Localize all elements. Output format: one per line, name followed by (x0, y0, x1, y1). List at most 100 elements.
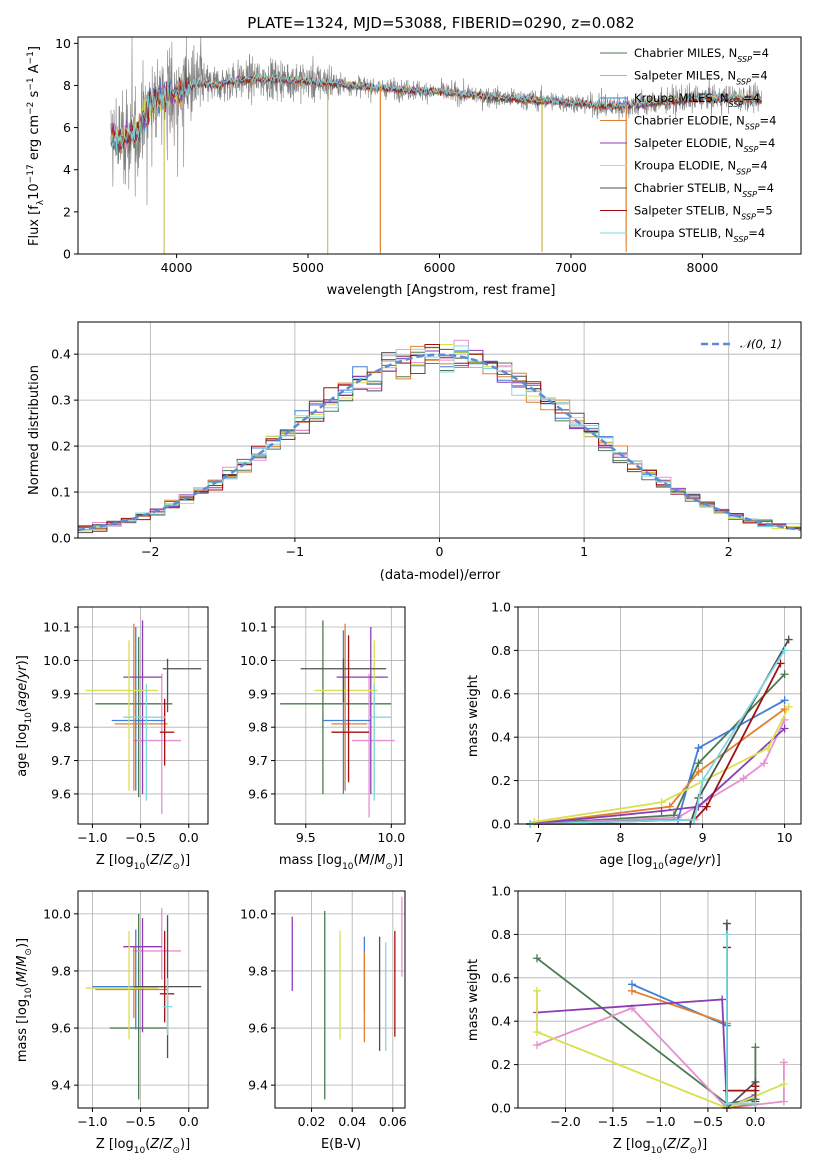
errorbar-point (85, 640, 158, 791)
x-tick-label: −2 (141, 544, 159, 559)
mass-vs-metallicity-axes-frame (77, 890, 209, 1109)
legend-label: Kroupa ELODIE, NSSP=4 (634, 159, 768, 177)
y-tick-label: 1.0 (491, 600, 511, 615)
x-tick-label: −1.0 (77, 830, 107, 845)
x-tick-label: 5000 (292, 260, 324, 275)
x-tick-label: 4000 (161, 260, 193, 275)
errorbar-point (351, 673, 395, 818)
x-tick-label: −2.0 (550, 1114, 580, 1129)
errorbar-point (331, 623, 368, 791)
y-tick-label: 0.0 (491, 817, 511, 832)
y-tick-label: 0.0 (51, 531, 71, 546)
y-tick-label: 2 (63, 204, 71, 219)
x-tick-label: 0.0 (179, 1114, 199, 1129)
errorbar-point (114, 623, 168, 791)
mass-weight-marker (779, 1097, 788, 1106)
mass-weight-vs-metallicity-x-label: Z [log10(Z/Z⊙)] (613, 1137, 707, 1156)
y-tick-label: 10.1 (240, 620, 268, 635)
legend-label: Kroupa MILES, NSSP=4 (634, 91, 760, 109)
y-tick-label: 9.8 (51, 720, 71, 735)
spectrum-title: PLATE=1324, MJD=53088, FIBERID=0290, z=0… (247, 14, 634, 32)
y-tick-label: 10.1 (43, 620, 71, 635)
observed-spectrum-line (110, 36, 762, 206)
y-tick-label: 10.0 (43, 906, 71, 921)
age-vs-metallicity-y-label: age [log10(age/yr)] (15, 655, 34, 777)
mass-weight-vs-age-y-label: mass weight (466, 675, 481, 757)
mass-weight-line (530, 727, 786, 825)
mass-vs-ebv-axes-frame (274, 890, 406, 1109)
y-tick-label: 9.6 (248, 1021, 268, 1036)
errorbar-point (370, 683, 392, 801)
errorbar-point (111, 627, 165, 791)
x-tick-label: 0.02 (298, 1114, 326, 1129)
mass-weight-line (530, 639, 790, 825)
x-tick-label: 0.0 (745, 1114, 765, 1129)
x-tick-label: 8 (617, 830, 625, 845)
mass-weight-marker (751, 1043, 760, 1052)
y-tick-label: 9.6 (51, 1021, 71, 1036)
legend-label: Kroupa STELIB, NSSP=4 (634, 226, 765, 244)
errorbar-point (109, 913, 168, 1100)
mass-weight-line (530, 662, 782, 825)
mass-weight-marker (764, 744, 773, 753)
legend-label: Salpeter MILES, NSSP=4 (634, 69, 768, 87)
mass-weight-marker (776, 659, 785, 668)
mass-weight-marker (751, 1082, 760, 1091)
errorbar-point (95, 946, 168, 1019)
x-tick-label: 0.06 (379, 1114, 407, 1129)
x-tick-label: 7000 (555, 260, 587, 275)
residuals-panel: −2 −1 0 1 2 0.0 0.1 0.2 0.3 0.4 (data-model)/erro… (27, 321, 802, 583)
y-tick-label: 10.0 (43, 653, 71, 668)
gaussian-curve (77, 353, 802, 532)
y-tick-label: 9.7 (248, 753, 268, 768)
mass-weight-marker (698, 776, 707, 785)
x-tick-label: 2 (725, 544, 733, 559)
y-tick-label: 0.8 (491, 643, 511, 658)
y-tick-label: 10 (55, 36, 71, 51)
residuals-legend: 𝒩(0, 1) (701, 337, 782, 351)
mass-weight-marker (532, 1041, 541, 1050)
legend-label: Chabrier STELIB, NSSP=4 (634, 181, 774, 199)
mass-weight-marker (690, 815, 699, 824)
mass-weight-marker (780, 724, 789, 733)
x-tick-label: −1.0 (645, 1114, 675, 1129)
errorbar-point (322, 630, 371, 794)
gaussian-legend-label: 𝒩(0, 1) (740, 337, 782, 351)
mass-weight-marker (784, 702, 793, 711)
x-tick-label: 9.5 (296, 830, 316, 845)
errorbar-point (162, 978, 173, 1036)
y-tick-label: 4 (63, 162, 71, 177)
mass-weight-line (530, 673, 786, 825)
age-vs-mass-axes-frame (274, 606, 406, 825)
mass-weight-line (536, 957, 757, 1105)
mass-weight-marker (694, 759, 703, 768)
mass-weight-marker (694, 767, 703, 776)
legend-label: Chabrier ELODIE, NSSP=4 (634, 114, 776, 132)
mass-vs-metallicity-panel: −1.0 −0.5 0.0 9.4 9.6 9.8 10.0 Z [log10(Z/Z⊙)]… (15, 890, 209, 1156)
mass-weight-vs-metallicity-panel: −2.0 −1.5 −1.0 −0.5 0.0 0.0 0.2 0.4 0.6 0.8 1.0 Z … (466, 884, 802, 1156)
mass-weight-marker (722, 1099, 731, 1108)
age-vs-metallicity-axes-frame (77, 606, 209, 825)
y-tick-label: 9.8 (248, 963, 268, 978)
x-tick-label: 10.0 (377, 830, 405, 845)
errorbar-point (300, 658, 387, 703)
errorbar-point (336, 627, 388, 794)
mass-weight-line (726, 947, 757, 1092)
residuals-y-label: Normed distribution (27, 365, 42, 495)
mass-weight-line (534, 706, 790, 823)
errorbar-point (132, 908, 182, 980)
mass-weight-marker (657, 806, 666, 815)
mass-weight-marker (532, 1028, 541, 1037)
y-tick-label: 10.0 (240, 653, 268, 668)
legend-label: Salpeter ELODIE, NSSP=4 (634, 136, 775, 154)
y-tick-label: 0.2 (51, 439, 71, 454)
y-tick-label: 0.0 (491, 1101, 511, 1116)
mass-weight-marker (779, 1058, 788, 1067)
mass-weight-marker (779, 1080, 788, 1089)
mass-vs-metallicity-y-label: mass [log10(M/M⊙)] (15, 938, 34, 1062)
x-tick-label: −0.5 (693, 1114, 723, 1129)
mass-weight-marker (722, 919, 731, 928)
mass-weight-marker (702, 802, 711, 811)
mass-weight-marker (627, 986, 636, 995)
mass-weight-line (530, 649, 786, 825)
